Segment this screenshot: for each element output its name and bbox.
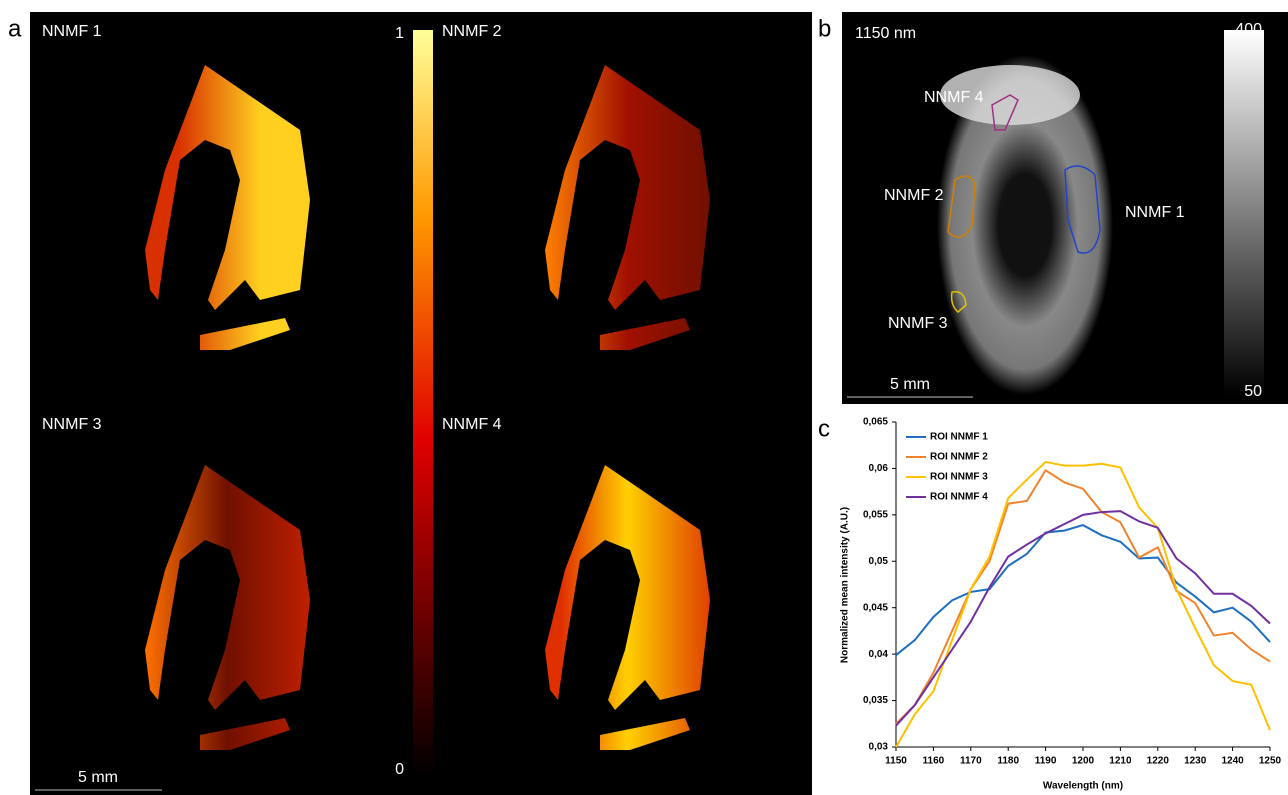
colorbar	[1224, 30, 1264, 396]
y-tick-label: 0,05	[869, 556, 889, 567]
legend-label: ROI NNMF 2	[930, 452, 988, 463]
map-title: NNMF 2	[442, 23, 502, 40]
x-tick-label: 1150	[885, 756, 907, 767]
line	[895, 460, 1271, 748]
roi-label: NNMF 2	[884, 187, 944, 204]
roi	[950, 291, 967, 313]
x-tick-label: 1250	[1259, 756, 1282, 767]
x-tick-label: 1210	[1109, 756, 1132, 767]
y-tick-label: 0,06	[869, 463, 889, 474]
x-tick-label: 1160	[923, 756, 945, 767]
image	[937, 55, 1113, 395]
panel-label: b	[818, 15, 831, 42]
roi-label: NNMF 3	[888, 315, 948, 332]
scale-label: 5 mm	[78, 769, 118, 786]
x-tick-label: 1190	[1035, 756, 1057, 767]
chart: 0,03 0,035 0,04 0,045 0,05 0,055 0,06 0,065 1150…	[863, 417, 1282, 767]
panel-label: a	[8, 15, 22, 42]
map-title: NNMF 4	[442, 416, 502, 433]
image-title: 1150 nm	[855, 25, 916, 42]
x-tick-label: 1200	[1072, 756, 1095, 767]
roi	[1064, 165, 1101, 254]
y-tick-label: 0,065	[863, 417, 888, 428]
y-tick-label: 0,035	[863, 695, 888, 706]
roi-label: NNMF 4	[924, 89, 984, 106]
legend-label: ROI NNMF 4	[930, 492, 988, 503]
panel-label: c	[818, 415, 830, 442]
y-tick-label: 0,045	[863, 602, 888, 613]
y-tick-label: 0,055	[863, 509, 888, 520]
colorbar-tick: 400	[1235, 21, 1262, 38]
roi-label: NNMF 1	[1125, 204, 1185, 221]
x-axis-label: Wavelength (nm)	[1043, 781, 1123, 792]
map-title: NNMF 1	[42, 23, 102, 40]
colorbar-tick: 1	[395, 25, 404, 42]
legend-label: ROI NNMF 1	[930, 432, 988, 443]
line	[895, 468, 1271, 725]
legend-label: ROI NNMF 3	[930, 472, 988, 483]
y-tick-label: 0,04	[869, 649, 889, 660]
scale-label: 5 mm	[890, 376, 930, 393]
x-tick-label: 1220	[1147, 756, 1170, 767]
colorbar	[413, 30, 433, 776]
colorbar-tick: 0	[395, 761, 404, 778]
x-tick-label: 1230	[1184, 756, 1207, 767]
line	[895, 523, 1271, 656]
colorbar-tick: 50	[1244, 383, 1262, 400]
y-tick-label: 0,03	[869, 742, 889, 753]
roi	[991, 94, 1019, 131]
line	[895, 510, 1271, 727]
x-tick-label: 1180	[997, 756, 1019, 767]
x-tick-label: 1240	[1221, 756, 1244, 767]
roi	[947, 175, 976, 238]
y-axis-label: Normalized mean intensity (A.U.)	[840, 507, 851, 663]
x-tick-label: 1170	[960, 756, 982, 767]
map-title: NNMF 3	[42, 416, 102, 433]
